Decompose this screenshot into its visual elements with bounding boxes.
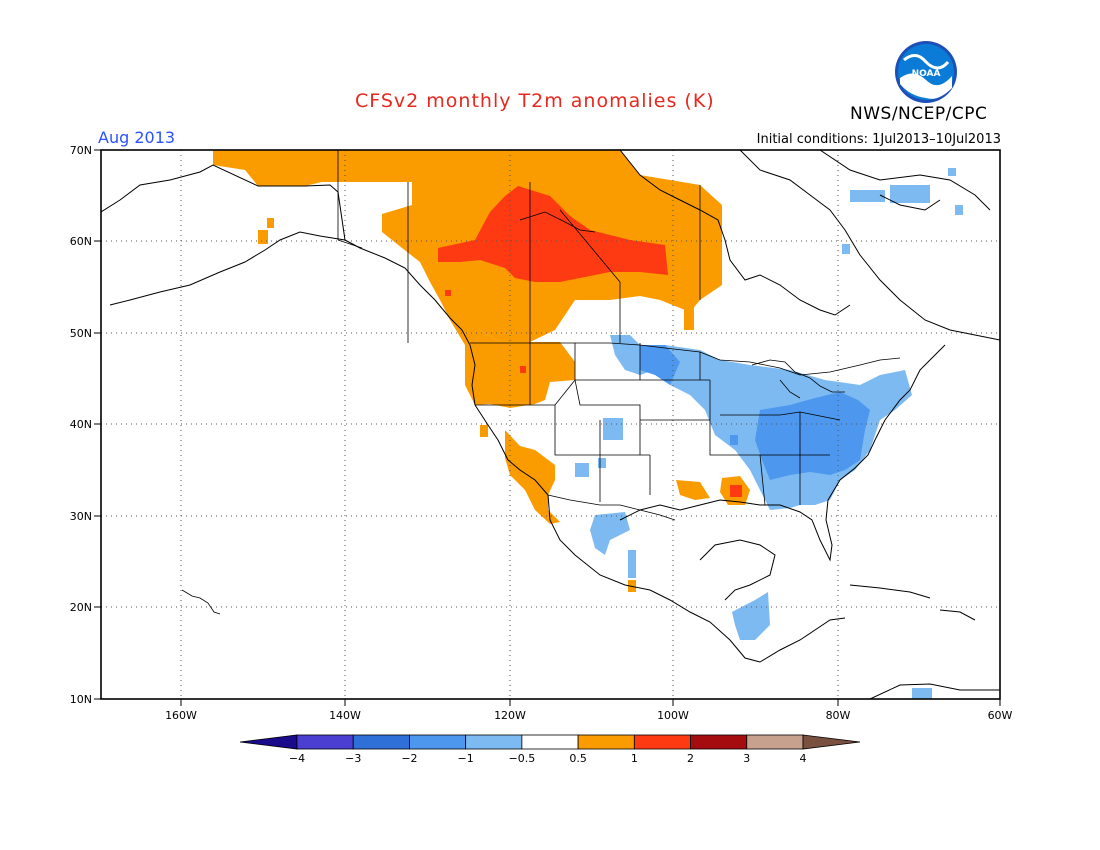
- colorbar-label: −2: [401, 752, 417, 765]
- lat-label: 50N: [70, 327, 92, 340]
- colorbar-label: 4: [800, 752, 807, 765]
- great-lakes: [751, 359, 845, 399]
- lat-label: 30N: [70, 510, 92, 523]
- warm-region-california: [505, 430, 560, 524]
- colorbar-label: −3: [345, 752, 361, 765]
- colorbar-box: [352, 734, 410, 750]
- hawaii: [181, 589, 221, 615]
- colorbar-box: [746, 734, 804, 750]
- colorbar-box: [521, 734, 579, 750]
- axis-ticks: [94, 149, 1001, 706]
- lat-label: 20N: [70, 601, 92, 614]
- colorbar-label: 1: [631, 752, 638, 765]
- lat-label: 70N: [70, 144, 92, 157]
- colorbar-label: −0.5: [509, 752, 536, 765]
- strong-warm-region-hudson-interior: [438, 186, 668, 282]
- warm-region-texas: [676, 480, 710, 500]
- latitude-labels: 70N 60N 50N 40N 30N 20N 10N: [70, 144, 92, 706]
- moderate-cool-region-southeast: [755, 392, 870, 480]
- longitude-labels: 160W 140W 120W 100W 80W 60W: [165, 709, 1012, 722]
- coastline-yucatan: [699, 539, 776, 601]
- coastline-caribbean: [849, 584, 976, 621]
- colorbar-label: −4: [289, 752, 305, 765]
- political-borders: [337, 150, 901, 521]
- coastline-alaska: [101, 164, 476, 406]
- colorbar-label: 2: [687, 752, 694, 765]
- colorbar-label: 0.5: [569, 752, 587, 765]
- chart-title: CFSv2 monthly T2m anomalies (K): [355, 90, 715, 112]
- coastlines: [101, 150, 1000, 699]
- coastline-central-america: [759, 617, 846, 663]
- forecast-month: Aug 2013: [98, 128, 176, 147]
- border-us-mexico: [547, 494, 676, 521]
- warm-region-pacific-northwest: [430, 282, 575, 408]
- colorbar-extend-high: [802, 734, 861, 750]
- state-lines: [475, 343, 841, 506]
- lat-label: 60N: [70, 235, 92, 248]
- lon-label: 100W: [657, 709, 689, 722]
- noaa-logo-text: NOAA: [912, 69, 941, 79]
- lon-label: 120W: [494, 709, 526, 722]
- agency-label: NWS/NCEP/CPC: [850, 104, 988, 124]
- colorbar-box: [409, 734, 467, 750]
- coastline-arctic-islands: [819, 150, 991, 211]
- lat-label: 40N: [70, 418, 92, 431]
- colorbar-box: [465, 734, 523, 750]
- colorbar-label: −1: [458, 752, 474, 765]
- lat-label: 10N: [70, 693, 92, 706]
- colorbar-box: [690, 734, 748, 750]
- map-contents: [101, 150, 1000, 699]
- moderate-cool-region-northern-plains: [640, 345, 680, 385]
- colorbar-box: [296, 734, 354, 750]
- coastline-gulf: [619, 344, 946, 562]
- noaa-logo: NOAA: [894, 40, 958, 104]
- lon-label: 140W: [329, 709, 361, 722]
- coastline-hudson-bay: [619, 150, 851, 316]
- province-lines: [337, 182, 701, 343]
- initial-conditions: Initial conditions: 1Jul2013–10Jul2013: [756, 132, 1001, 147]
- colorbar-box: [633, 734, 691, 750]
- cool-region-mexico: [590, 512, 630, 555]
- coastline-labrador: [739, 150, 1000, 341]
- moderate-cool-anomaly-regions: [640, 345, 870, 480]
- lakes-and-islands: [181, 211, 845, 615]
- colorbar: −4 −3 −2 −1 −0.5 0.5 1 2 3 4: [239, 734, 861, 765]
- colorbar-label: 3: [743, 752, 750, 765]
- lon-label: 60W: [988, 709, 1013, 722]
- strong-warm-anomaly-regions: [438, 186, 742, 497]
- colorbar-extend-low: [239, 734, 298, 750]
- lon-label: 160W: [165, 709, 197, 722]
- cool-region-central-america: [732, 592, 770, 640]
- coastline-us-west: [474, 404, 761, 663]
- lon-label: 80W: [826, 709, 851, 722]
- great-slave-lake: [519, 211, 596, 233]
- coastline-south-america: [869, 683, 1000, 699]
- colorbar-box: [577, 734, 635, 750]
